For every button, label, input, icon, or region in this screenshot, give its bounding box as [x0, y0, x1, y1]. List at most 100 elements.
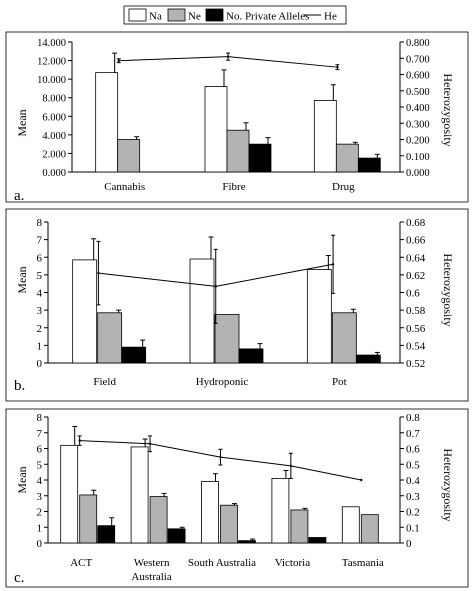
y-tick-label-right: 0.700	[406, 54, 430, 65]
x-tick-label: Drug	[332, 181, 355, 193]
legend-label-private-alleles: No. Private Alleles	[226, 11, 309, 23]
bar-na	[201, 481, 219, 544]
he-point	[360, 478, 363, 482]
y-tick-label-right: 0.200	[406, 136, 430, 147]
y-tick-label-right: 0.62	[406, 270, 425, 282]
y-tick-label-right: 0.000	[406, 168, 430, 179]
bar-private-alleles	[238, 348, 264, 364]
panel-label: a.	[14, 188, 24, 204]
y-tick-label-left: 8	[37, 412, 43, 424]
panel-frame	[5, 408, 469, 588]
y-tick-label-right: 0.4	[406, 475, 420, 487]
y-tick-label-right: 0	[406, 538, 412, 550]
y-tick-label-left: 14.000	[37, 38, 66, 49]
bar-ne	[97, 312, 123, 364]
y-tick-label-right: 0.6	[406, 444, 420, 456]
y-tick-label-right: 0.6	[406, 288, 420, 300]
he-point	[289, 464, 293, 468]
bar-ne	[335, 143, 359, 173]
panel-c: 0 1 2 3 4 5 6 7 8 0 0.1 0.2 0.3 0.4 0.5 0.6 0.7 0.8 Mean He…	[5, 408, 469, 588]
bar-private-alleles	[248, 143, 272, 173]
y-tick-label-left: 4	[37, 475, 43, 487]
bar-ne	[214, 314, 240, 364]
panel-b: 0 1 2 3 4 5 6 7 8 0.52 0.54 0.56 0.58 0.6 0.62 0.64 0.66…	[5, 208, 469, 402]
y-axis-title-right: Heterozygosity	[441, 73, 455, 146]
y-tick-label-right: 0.8	[406, 412, 420, 424]
y-tick-label-left: 2	[37, 507, 43, 519]
y-tick-label-left: 12.000	[37, 57, 66, 68]
y-tick-label-right: 0.500	[406, 87, 430, 98]
y-tick-label-right: 0.800	[406, 38, 430, 49]
he-point	[78, 439, 81, 442]
y-tick-label-left: 8.000	[42, 94, 66, 105]
y-tick-label-left: 10.000	[37, 75, 66, 86]
y-tick-label-left: 2.000	[42, 149, 66, 160]
y-axis-title-left: Mean	[15, 109, 29, 136]
x-tick-label: Cannabis	[104, 181, 145, 193]
y-tick-label-right: 0.5	[406, 459, 420, 471]
y-axis-title-left: Mean	[15, 466, 29, 493]
bar-private-alleles	[308, 537, 327, 544]
legend-label-na: Na	[149, 11, 162, 23]
legend-frame	[123, 5, 347, 25]
bar-ne	[226, 129, 250, 173]
y-tick-label-left: 6	[37, 444, 43, 456]
bar-na	[130, 446, 149, 544]
y-tick-label-right: 0.100	[406, 152, 430, 163]
he-point	[117, 59, 120, 62]
bar-ne	[360, 514, 379, 544]
bar-ne	[79, 494, 98, 544]
y-tick-label-right: 0.58	[406, 305, 426, 317]
bar-na	[313, 100, 337, 173]
x-tick-label: Tasmania	[342, 557, 384, 569]
legend-swatch-ne	[167, 8, 186, 22]
he-point	[148, 442, 152, 445]
y-tick-label-right: 0.7	[406, 428, 420, 440]
bar-na	[271, 478, 290, 544]
legend-swatch-na	[128, 8, 147, 22]
y-tick-label-left: 0	[37, 538, 43, 550]
y-tick-label-left: 0	[37, 358, 43, 370]
y-tick-label-left: 2	[37, 323, 43, 335]
bar-private-alleles	[357, 157, 381, 173]
bar-private-alleles	[121, 346, 147, 364]
y-tick-label-right: 0.300	[406, 119, 430, 130]
y-tick-label-left: 1	[37, 340, 43, 352]
panel-a: 0.000 2.000 4.000 6.000 8.000 10.000 12.000 14.…	[5, 31, 469, 204]
y-axis-title-right: Heterozygosity	[441, 448, 455, 521]
y-axis-title-left: Mean	[15, 266, 29, 293]
legend-swatch-private-alleles	[205, 8, 224, 22]
y-tick-label-right: 0.68	[406, 217, 426, 229]
bar-na	[306, 269, 332, 364]
y-tick-label-left: 0.000	[42, 168, 66, 179]
bar-private-alleles	[97, 525, 116, 544]
y-tick-label-left: 7	[37, 235, 43, 247]
x-tick-label: Western Australia	[131, 557, 171, 583]
legend: Na Ne No. Private Alleles He	[123, 5, 347, 25]
legend-label-ne: Ne	[188, 11, 201, 23]
bar-na	[341, 506, 360, 544]
y-tick-label-left: 3	[37, 305, 43, 317]
he-point	[219, 455, 222, 459]
he-point	[97, 271, 100, 275]
bar-ne	[290, 509, 309, 544]
bar-private-alleles	[355, 354, 381, 364]
bar-ne	[220, 504, 238, 544]
bar-private-alleles	[238, 540, 256, 544]
x-tick-label: Pot	[332, 376, 347, 388]
bar-na	[189, 258, 215, 364]
bar-ne	[149, 496, 168, 544]
y-tick-label-right: 0.1	[406, 522, 420, 534]
bar-ne	[117, 139, 141, 173]
panel-frame	[5, 208, 469, 402]
he-point	[214, 285, 217, 288]
y-tick-label-right: 0.56	[406, 323, 426, 335]
y-tick-label-left: 1	[37, 522, 43, 534]
panel-frame	[5, 31, 469, 203]
y-tick-label-right: 0.64	[406, 252, 426, 264]
x-tick-label: Fibre	[222, 181, 245, 193]
y-axis-title-right: Heterozygosity	[441, 253, 455, 326]
y-tick-label-left: 3	[37, 491, 43, 503]
bar-na	[204, 86, 228, 173]
